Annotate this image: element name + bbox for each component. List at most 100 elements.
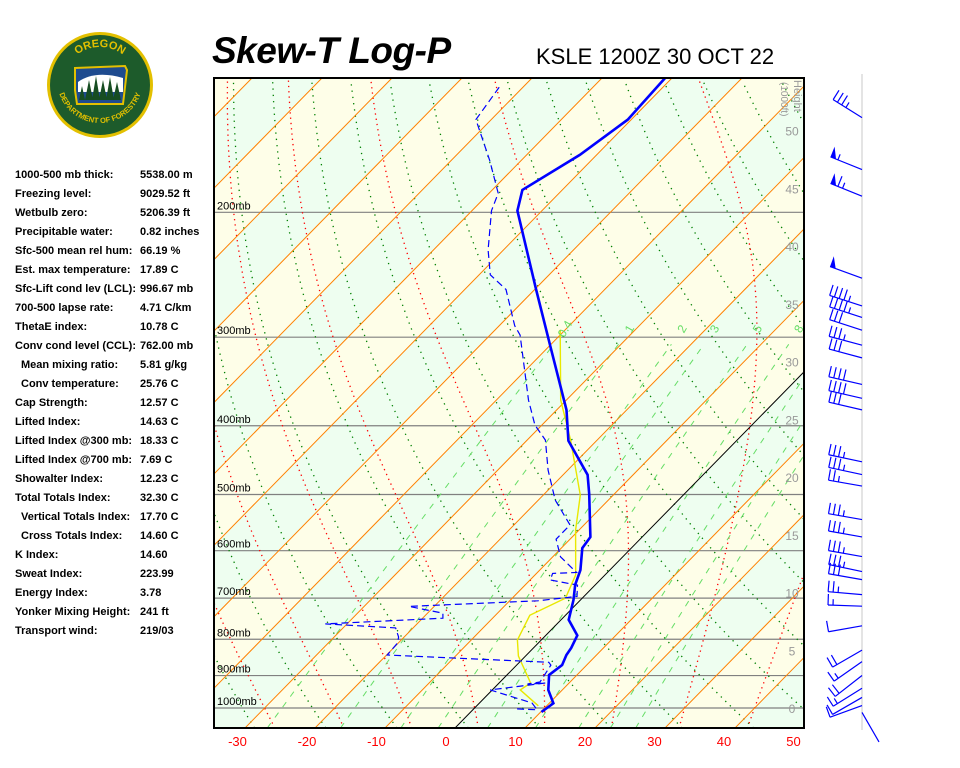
pressure-label: 400mb	[217, 414, 251, 426]
height-tick-label: 35	[785, 298, 799, 312]
stat-value: 14.63 C	[140, 416, 179, 428]
dry-adiabat-line	[17, 82, 112, 728]
mixing-ratio-line	[400, 344, 672, 728]
wind-barb-stroke	[828, 456, 832, 468]
wind-barb-stroke	[828, 376, 863, 386]
isotherm-line	[214, 78, 673, 547]
stat-row: 700-500 lapse rate: 4.71 C/km	[15, 302, 215, 321]
height-tick-label: 40	[785, 240, 799, 254]
wind-barb-stroke	[832, 687, 863, 707]
wind-barb	[827, 562, 863, 581]
stat-row: Mean mixing ratio: 5.81 g/kg	[15, 359, 215, 378]
wind-barb	[828, 553, 863, 573]
wind-barb-stroke	[833, 380, 837, 392]
wind-barb-stroke	[828, 530, 863, 538]
pressure-label: 800mb	[217, 627, 251, 639]
wind-barb-stroke	[837, 555, 842, 567]
wind-barb-stroke	[827, 469, 832, 481]
stat-label: Total Totals Index:	[15, 492, 111, 504]
wind-barb	[829, 296, 863, 319]
stat-label: Conv temperature:	[21, 378, 119, 390]
wind-barb	[826, 687, 863, 707]
wind-barb-stroke	[837, 521, 841, 533]
wind-barb-stroke	[834, 675, 863, 697]
wind-barb-stroke	[829, 284, 834, 296]
wind-barb-stroke	[829, 294, 863, 307]
wind-barb-stroke	[841, 95, 848, 106]
stat-label: Vertical Totals Index:	[21, 511, 131, 523]
wind-barb-stroke	[833, 339, 838, 351]
isotherm-line	[214, 85, 804, 689]
wind-barb-stroke	[832, 540, 836, 552]
wind-barb	[830, 146, 863, 171]
stat-value: 14.60	[140, 549, 168, 561]
pressure-label: 1000mb	[217, 696, 257, 708]
wind-barb-stroke	[828, 625, 863, 633]
height-tick-label: 15	[785, 529, 799, 543]
stat-label: Yonker Mixing Height:	[15, 606, 131, 618]
pressure-label: 900mb	[217, 664, 251, 676]
wind-barb-flag	[830, 256, 836, 269]
wind-barb-stroke	[827, 604, 863, 607]
dry-adiabat-line	[214, 510, 327, 728]
isotherm-line	[0, 77, 113, 728]
wind-barb-stroke	[828, 553, 832, 565]
wind-barb-stroke	[841, 182, 846, 189]
wind-barb-stroke	[826, 620, 830, 632]
wind-barb-stroke	[828, 466, 863, 476]
temperature-tick-label: -30	[228, 734, 247, 749]
wind-barb-stroke	[842, 561, 846, 568]
stat-row: 1000-500 mb thick: 5538.00 m	[15, 169, 215, 188]
wind-barb-stroke	[833, 286, 839, 298]
pressure-label: 300mb	[217, 325, 251, 337]
dry-adiabat-line	[64, 82, 183, 728]
wind-barb-stroke	[829, 296, 834, 308]
dry-adiabat-line	[350, 81, 683, 728]
wind-barb-stroke	[833, 554, 837, 566]
stat-value: 5538.00 m	[140, 169, 193, 181]
wind-barb	[828, 338, 863, 359]
height-axis-title: Height	[791, 80, 803, 112]
dry-adiabat-line	[214, 323, 398, 728]
wind-barb-stroke	[848, 295, 852, 302]
wind-barb-flag	[830, 173, 837, 186]
wind-barb-stroke	[838, 340, 843, 352]
wind-barb	[828, 325, 863, 346]
isotherm-line	[214, 78, 393, 261]
stat-value: 5.81 g/kg	[140, 359, 188, 371]
stat-label: K Index:	[15, 549, 59, 561]
stat-value: 5206.39 ft	[140, 207, 191, 219]
stat-label: Wetbulb zero:	[15, 207, 88, 219]
wind-barb	[828, 379, 863, 399]
stat-row: ThetaE index: 10.78 C	[15, 321, 215, 340]
wind-barb-stroke	[833, 457, 837, 469]
stat-value: 18.33 C	[140, 435, 179, 447]
wind-barb	[826, 696, 863, 715]
svg-text:OREGON: OREGON	[72, 38, 127, 57]
stat-row: Lifted Index @700 mb: 7.69 C	[15, 454, 215, 473]
dry-adiabat-line	[272, 81, 541, 728]
wind-barb-stroke	[827, 539, 832, 551]
moist-adiabat-line	[287, 78, 479, 728]
wind-barb-stroke	[828, 550, 863, 558]
moist-adiabat-line	[370, 78, 546, 728]
wind-barb-stroke	[842, 369, 847, 381]
dry-adiabat-line	[624, 81, 804, 393]
wind-barb	[829, 256, 863, 279]
stat-row: Precipitable water: 0.82 inches	[15, 226, 215, 245]
chart-title: Skew-T Log-P	[212, 30, 451, 71]
wind-barb-stroke	[833, 326, 838, 338]
stat-label: Cross Totals Index:	[21, 530, 123, 542]
wind-barb	[827, 502, 863, 521]
mixing-ratio-line	[610, 419, 804, 728]
dry-adiabat-line	[860, 82, 960, 728]
wind-barb	[828, 456, 863, 476]
wind-barb	[826, 649, 863, 668]
temperature-tick-label: 0	[442, 734, 449, 749]
wind-barb-stroke	[833, 444, 837, 456]
stat-label: Transport wind:	[15, 625, 98, 637]
wind-barb-stroke	[842, 451, 846, 459]
temperature-tick-label: 50	[786, 734, 800, 749]
stat-label: Precipitable water:	[15, 226, 113, 238]
dry-adiabat-line	[389, 81, 755, 728]
